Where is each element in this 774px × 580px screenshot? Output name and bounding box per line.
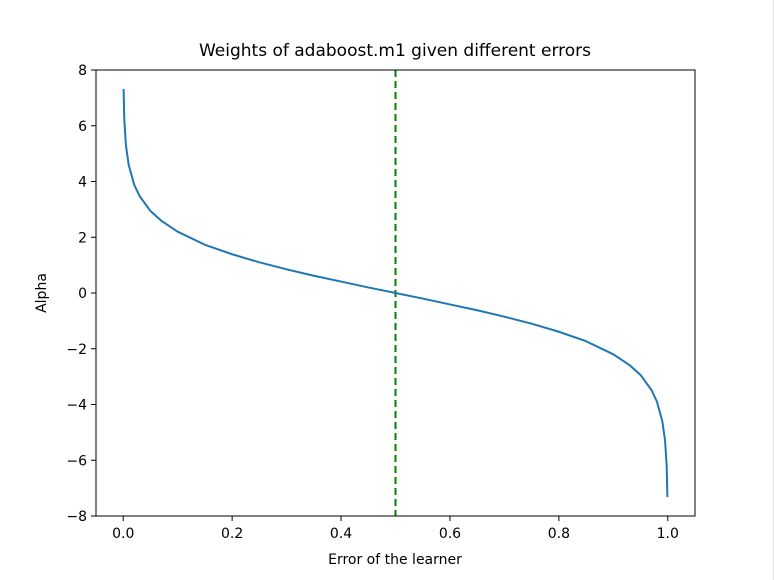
- x-tick-label: 1.0: [657, 526, 679, 542]
- x-tick-label: 0.8: [548, 526, 570, 542]
- y-tick-label: 2: [78, 230, 87, 246]
- x-tick-label: 0.4: [330, 526, 352, 542]
- y-tick-label: −4: [66, 398, 87, 414]
- x-tick-label: 0.2: [221, 526, 243, 542]
- x-axis: 0.0 0.2 0.4 0.6 0.8 1.0: [112, 516, 679, 542]
- x-tick-label: 0.0: [112, 526, 134, 542]
- y-tick-label: −8: [66, 509, 87, 525]
- chart-title: Weights of adaboost.m1 given different e…: [199, 41, 591, 61]
- y-tick-label: −6: [66, 453, 87, 469]
- x-axis-label: Error of the learner: [328, 552, 462, 568]
- y-axis: −8 −6 −4 −2 0 2 4 6 8: [66, 63, 96, 525]
- x-tick-label: 0.6: [439, 526, 461, 542]
- y-tick-label: 0: [78, 286, 87, 302]
- y-tick-label: 8: [78, 63, 87, 79]
- y-axis-label: Alpha: [34, 273, 50, 313]
- y-tick-label: 6: [78, 119, 87, 135]
- y-tick-label: 4: [78, 175, 87, 191]
- series-line: [122, 88, 669, 498]
- y-tick-label: −2: [66, 342, 87, 358]
- plot-area: [95, 69, 696, 517]
